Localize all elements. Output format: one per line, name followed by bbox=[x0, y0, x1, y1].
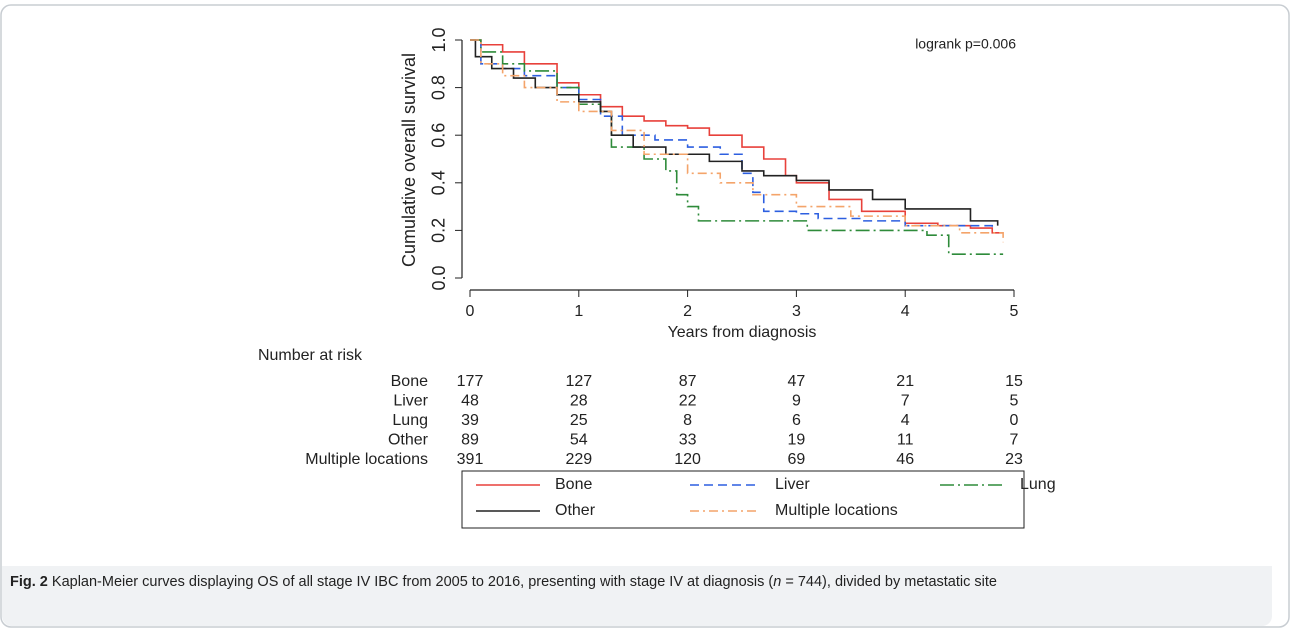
risk-count: 0 bbox=[1010, 412, 1019, 429]
legend-label: Lung bbox=[1020, 476, 1056, 493]
risk-count: 127 bbox=[565, 373, 592, 390]
risk-count: 89 bbox=[461, 432, 479, 449]
risk-count: 5 bbox=[1010, 393, 1019, 410]
x-tick-label: 3 bbox=[792, 303, 801, 320]
y-axis-label: Cumulative overall survival bbox=[399, 53, 419, 267]
risk-count: 46 bbox=[896, 451, 914, 468]
risk-count: 48 bbox=[461, 393, 479, 410]
risk-count: 22 bbox=[679, 393, 697, 410]
risk-count: 33 bbox=[679, 432, 697, 449]
risk-count: 25 bbox=[570, 412, 588, 429]
legend-label: Bone bbox=[555, 476, 592, 493]
panel-border bbox=[0, 4, 1290, 628]
risk-table-title: Number at risk bbox=[258, 347, 363, 364]
risk-row-label: Bone bbox=[391, 373, 428, 390]
risk-count: 120 bbox=[674, 451, 701, 468]
y-tick-label: 0.8 bbox=[429, 75, 449, 100]
risk-count: 69 bbox=[788, 451, 806, 468]
caption-text: n bbox=[773, 574, 782, 590]
risk-row-label: Liver bbox=[393, 393, 428, 410]
y-tick-label: 0.2 bbox=[429, 218, 449, 243]
y-tick-label: 0.0 bbox=[429, 265, 449, 290]
risk-count: 4 bbox=[901, 412, 910, 429]
x-axis-label: Years from diagnosis bbox=[668, 324, 817, 341]
survival-curve bbox=[470, 39, 999, 226]
risk-count: 39 bbox=[461, 412, 479, 429]
risk-count: 11 bbox=[897, 432, 914, 449]
risk-count: 7 bbox=[901, 393, 910, 410]
x-tick-label: 4 bbox=[901, 303, 910, 320]
survival-curve bbox=[470, 39, 1004, 255]
annotation: logrank p=0.006 bbox=[915, 36, 1016, 52]
risk-count: 391 bbox=[457, 451, 484, 468]
risk-row-label: Other bbox=[388, 432, 429, 449]
y-tick-label: 1.0 bbox=[429, 27, 449, 52]
survival-curve bbox=[470, 39, 1004, 243]
legend-label: Multiple locations bbox=[775, 502, 898, 519]
risk-count: 9 bbox=[792, 393, 801, 410]
risk-count: 87 bbox=[679, 373, 697, 390]
caption: Fig. 2 Kaplan-Meier curves displaying OS… bbox=[2, 566, 1272, 626]
risk-count: 54 bbox=[570, 432, 588, 449]
risk-row-label: Lung bbox=[392, 412, 428, 429]
risk-count: 229 bbox=[565, 451, 592, 468]
legend-box bbox=[461, 470, 1025, 529]
risk-count: 19 bbox=[788, 432, 806, 449]
risk-count: 23 bbox=[1005, 451, 1023, 468]
risk-count: 47 bbox=[788, 373, 806, 390]
risk-count: 177 bbox=[457, 373, 484, 390]
caption-label: Fig. 2 bbox=[10, 574, 48, 590]
legend-label: Other bbox=[555, 502, 596, 519]
risk-count: 8 bbox=[683, 412, 692, 429]
risk-count: 15 bbox=[1005, 373, 1023, 390]
caption-text: = 744), divided by metastatic site bbox=[781, 574, 997, 590]
x-tick-label: 1 bbox=[574, 303, 583, 320]
x-tick-label: 0 bbox=[466, 303, 475, 320]
risk-count: 7 bbox=[1010, 432, 1019, 449]
survival-curve bbox=[470, 39, 994, 231]
risk-count: 21 bbox=[896, 373, 914, 390]
x-tick-label: 5 bbox=[1010, 303, 1019, 320]
risk-count: 6 bbox=[792, 412, 801, 429]
risk-row-label: Multiple locations bbox=[305, 451, 428, 468]
legend-label: Liver bbox=[775, 476, 810, 493]
x-tick-label: 2 bbox=[683, 303, 692, 320]
risk-count: 28 bbox=[570, 393, 588, 410]
survival-curve bbox=[470, 39, 1004, 234]
y-tick-label: 0.6 bbox=[429, 123, 449, 148]
caption-text: Kaplan-Meier curves displaying OS of all… bbox=[47, 574, 774, 590]
y-tick-label: 0.4 bbox=[429, 170, 449, 195]
